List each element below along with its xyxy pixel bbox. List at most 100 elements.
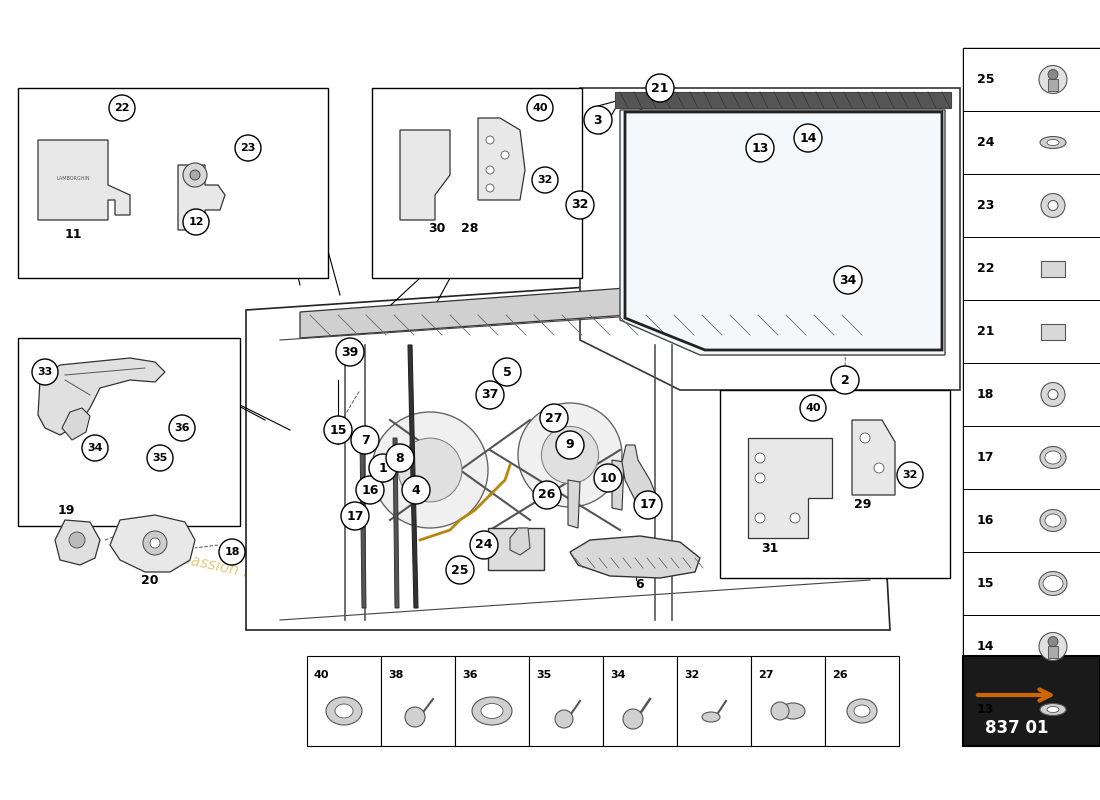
Text: 25: 25 (451, 563, 469, 577)
Text: a passion for parts since 1955: a passion for parts since 1955 (165, 549, 395, 611)
Circle shape (834, 266, 862, 294)
Text: 16: 16 (977, 514, 994, 527)
FancyBboxPatch shape (1041, 261, 1065, 277)
Circle shape (500, 151, 509, 159)
FancyBboxPatch shape (962, 552, 1100, 615)
FancyBboxPatch shape (962, 615, 1100, 678)
Circle shape (771, 702, 789, 720)
Circle shape (556, 710, 573, 728)
Text: 29: 29 (855, 498, 871, 511)
Circle shape (534, 481, 561, 509)
FancyBboxPatch shape (488, 528, 544, 570)
Text: 8: 8 (396, 451, 405, 465)
Ellipse shape (336, 704, 353, 718)
Circle shape (874, 463, 884, 473)
Circle shape (646, 74, 674, 102)
Circle shape (356, 476, 384, 504)
Text: 40: 40 (805, 403, 821, 413)
FancyBboxPatch shape (603, 656, 676, 746)
Circle shape (324, 416, 352, 444)
Polygon shape (748, 438, 832, 538)
Circle shape (830, 366, 859, 394)
Ellipse shape (1047, 139, 1059, 146)
Circle shape (1040, 66, 1067, 94)
FancyBboxPatch shape (825, 656, 899, 746)
Circle shape (336, 338, 364, 366)
Circle shape (860, 433, 870, 443)
Circle shape (518, 403, 622, 507)
Polygon shape (370, 458, 387, 480)
Circle shape (398, 438, 462, 502)
FancyArrowPatch shape (978, 690, 1050, 701)
Circle shape (476, 381, 504, 409)
Ellipse shape (1045, 514, 1062, 527)
Circle shape (1048, 70, 1058, 79)
Text: 27: 27 (758, 670, 773, 680)
Text: 19: 19 (57, 503, 75, 517)
Text: 31: 31 (761, 542, 779, 554)
Text: 1: 1 (378, 462, 387, 474)
Circle shape (493, 358, 521, 386)
FancyBboxPatch shape (1048, 78, 1058, 90)
Circle shape (755, 453, 764, 463)
Ellipse shape (781, 703, 805, 719)
Circle shape (1040, 633, 1067, 661)
Polygon shape (408, 345, 418, 608)
Text: 4: 4 (411, 483, 420, 497)
Circle shape (486, 136, 494, 144)
Circle shape (1041, 194, 1065, 218)
FancyBboxPatch shape (962, 237, 1100, 300)
Circle shape (896, 462, 923, 488)
FancyBboxPatch shape (307, 656, 381, 746)
Ellipse shape (1045, 451, 1062, 464)
Text: 25: 25 (977, 73, 994, 86)
Circle shape (372, 412, 488, 528)
Circle shape (368, 454, 397, 482)
Polygon shape (612, 460, 624, 510)
Polygon shape (621, 445, 658, 518)
Circle shape (755, 513, 764, 523)
Text: 11: 11 (64, 229, 81, 242)
Circle shape (235, 135, 261, 161)
Circle shape (634, 491, 662, 519)
Text: 26: 26 (538, 489, 556, 502)
Ellipse shape (1043, 575, 1063, 591)
Text: 3: 3 (594, 114, 603, 126)
Circle shape (623, 709, 643, 729)
Polygon shape (246, 268, 890, 630)
Circle shape (446, 556, 474, 584)
FancyBboxPatch shape (381, 656, 455, 746)
Ellipse shape (702, 712, 721, 722)
Text: 32: 32 (902, 470, 917, 480)
Circle shape (386, 444, 414, 472)
FancyBboxPatch shape (962, 111, 1100, 174)
Text: 6: 6 (636, 578, 645, 591)
Text: 23: 23 (240, 143, 255, 153)
Text: 36: 36 (174, 423, 189, 433)
Text: LAMBORGHIN: LAMBORGHIN (56, 175, 90, 181)
Text: 13: 13 (977, 703, 994, 716)
Text: 13: 13 (751, 142, 769, 154)
Polygon shape (568, 480, 580, 528)
FancyBboxPatch shape (1048, 646, 1058, 658)
Ellipse shape (1047, 706, 1059, 713)
Circle shape (746, 134, 774, 162)
Circle shape (486, 166, 494, 174)
Circle shape (532, 167, 558, 193)
FancyBboxPatch shape (1041, 323, 1065, 339)
Text: 5: 5 (503, 366, 512, 378)
Ellipse shape (1040, 510, 1066, 531)
Text: 18: 18 (977, 388, 994, 401)
Circle shape (584, 106, 612, 134)
Text: 27: 27 (546, 411, 563, 425)
Text: 22: 22 (114, 103, 130, 113)
Text: 30: 30 (428, 222, 446, 234)
Text: 12: 12 (188, 217, 204, 227)
Text: 837 01: 837 01 (984, 719, 1048, 737)
Circle shape (486, 184, 494, 192)
Circle shape (143, 531, 167, 555)
Text: 34: 34 (87, 443, 102, 453)
FancyBboxPatch shape (962, 678, 1100, 741)
Circle shape (150, 538, 160, 548)
Text: 21: 21 (651, 82, 669, 94)
